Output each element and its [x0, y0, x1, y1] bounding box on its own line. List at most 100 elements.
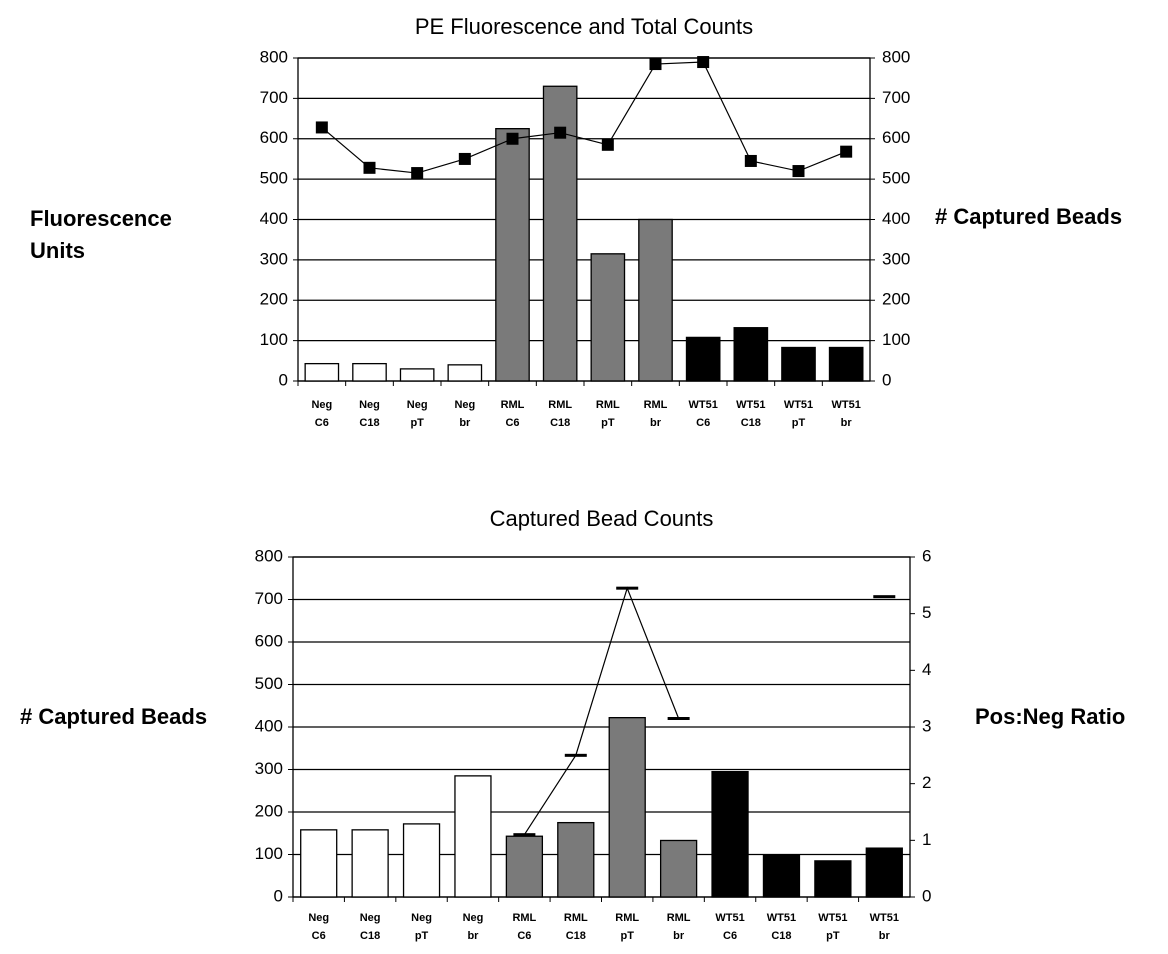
x-tick-label: RML	[644, 399, 668, 411]
marker	[506, 132, 519, 145]
x-tick-label: Neg	[411, 912, 432, 924]
x-tick-label: pT	[826, 930, 840, 942]
x-tick-label: pT	[415, 930, 429, 942]
bar	[685, 336, 721, 382]
y-tick-label: 600	[255, 631, 283, 650]
x-tick-label: pT	[410, 417, 424, 429]
x-tick-label: br	[650, 417, 662, 429]
bar	[454, 775, 492, 898]
line	[523, 586, 680, 835]
x-tick-label: br	[879, 930, 891, 942]
x-tick-label: pT	[792, 417, 806, 429]
x-tick-label: C18	[359, 417, 379, 429]
bar	[711, 770, 749, 898]
x-tick-label: RML	[512, 912, 536, 924]
y-axis-label: # Captured Beads	[20, 704, 207, 729]
marker	[697, 56, 710, 69]
chart-title: PE Fluorescence and Total Counts	[415, 14, 753, 39]
y2-tick-label: 0	[882, 370, 891, 389]
marker	[616, 586, 639, 590]
x-tick-label: WT51	[818, 912, 847, 924]
y-tick-label: 200	[255, 801, 283, 820]
y-tick-label: 500	[260, 169, 288, 188]
y-tick-label: 800	[260, 47, 288, 66]
x-tick-label: Neg	[454, 399, 475, 411]
y2-tick-label: 300	[882, 249, 910, 268]
x-tick-label: br	[841, 417, 853, 429]
x-tick-label: Neg	[311, 399, 332, 411]
bar	[495, 128, 530, 382]
x-tick-label: RML	[596, 399, 620, 411]
marker	[667, 717, 690, 720]
y2-tick-label: 600	[882, 128, 910, 147]
y2-axis-label: Pos:Neg Ratio	[975, 704, 1125, 729]
y2-tick-label: 6	[922, 546, 931, 565]
bar	[300, 829, 338, 898]
x-tick-label: br	[459, 417, 471, 429]
bar	[557, 821, 595, 898]
x-tick-label: pT	[620, 930, 634, 942]
y-tick-label: 700	[260, 88, 288, 107]
marker	[564, 753, 587, 757]
marker	[601, 138, 614, 151]
bar	[608, 717, 646, 898]
x-tick-label: C18	[771, 930, 791, 942]
bar	[402, 823, 441, 898]
y2-tick-label: 400	[882, 209, 910, 228]
bar	[762, 854, 801, 898]
bar	[828, 346, 864, 382]
x-tick-label: C6	[312, 930, 326, 942]
marker	[649, 58, 662, 71]
bar	[865, 847, 903, 898]
y-tick-label: 0	[279, 370, 288, 389]
x-tick-label: RML	[615, 912, 639, 924]
marker	[792, 165, 805, 178]
bar	[733, 327, 769, 382]
x-tick-label: WT51	[736, 399, 765, 411]
marker	[315, 121, 328, 134]
x-tick-label: C18	[741, 417, 761, 429]
x-tick-label: WT51	[831, 399, 860, 411]
bar	[781, 346, 816, 382]
y-tick-label: 500	[255, 674, 283, 693]
y2-tick-label: 2	[922, 773, 931, 792]
marker	[840, 145, 853, 158]
y-tick-label: 700	[255, 589, 283, 608]
bar	[304, 362, 340, 382]
y2-tick-label: 800	[882, 47, 910, 66]
bar	[399, 368, 435, 382]
y-tick-label: 600	[260, 128, 288, 147]
x-tick-label: C6	[696, 417, 710, 429]
y-axis-label: Fluorescence	[30, 206, 172, 231]
y2-tick-label: 0	[922, 886, 931, 905]
x-tick-label: WT51	[784, 399, 813, 411]
x-tick-label: C6	[505, 417, 519, 429]
x-tick-label: pT	[601, 417, 615, 429]
x-tick-label: C18	[360, 930, 380, 942]
y2-tick-label: 3	[922, 716, 931, 735]
x-tick-label: C6	[723, 930, 737, 942]
y-tick-label: 300	[255, 759, 283, 778]
chart-title: Captured Bead Counts	[490, 506, 714, 531]
x-tick-label: C6	[517, 930, 531, 942]
y-tick-label: 400	[260, 209, 288, 228]
y2-tick-label: 5	[922, 603, 931, 622]
y-tick-label: 100	[260, 330, 288, 349]
x-tick-label: C18	[550, 417, 570, 429]
y2-axis-label: # Captured Beads	[935, 204, 1122, 229]
x-tick-label: br	[673, 930, 685, 942]
x-tick-label: Neg	[308, 912, 329, 924]
y-tick-label: 200	[260, 290, 288, 309]
marker	[873, 595, 896, 599]
bar	[351, 829, 389, 898]
x-tick-label: WT51	[715, 912, 744, 924]
marker	[554, 126, 567, 139]
x-tick-label: br	[467, 930, 479, 942]
x-tick-label: RML	[501, 399, 525, 411]
bar	[447, 364, 483, 382]
y-tick-label: 300	[260, 249, 288, 268]
line	[321, 61, 847, 174]
marker	[513, 833, 536, 837]
x-tick-label: Neg	[407, 399, 428, 411]
